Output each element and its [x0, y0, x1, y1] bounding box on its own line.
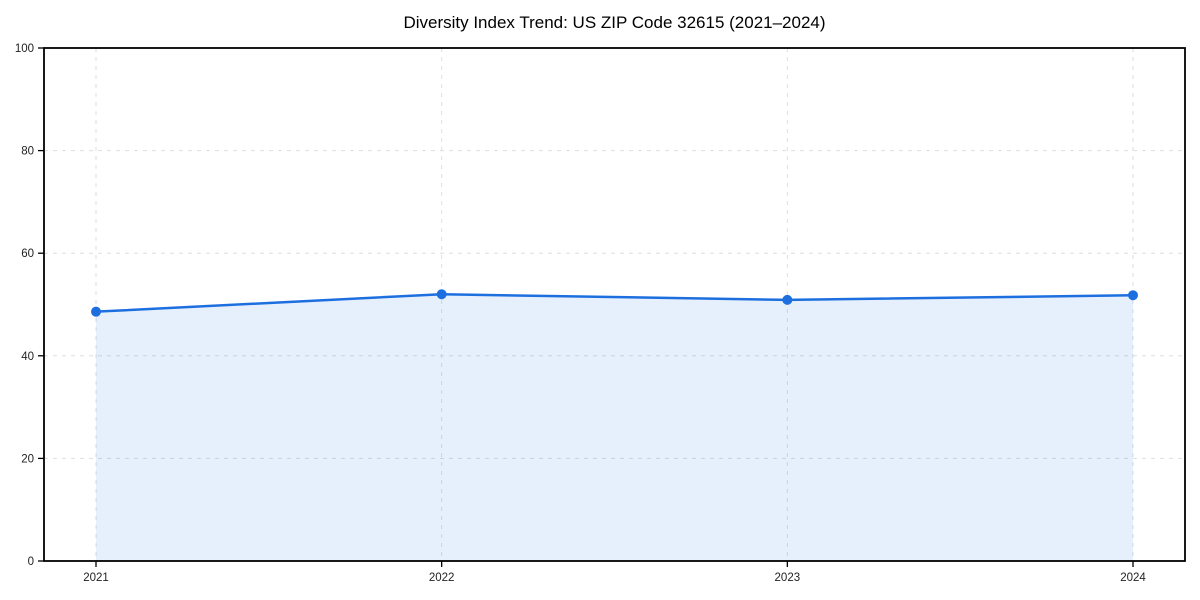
x-tick-label: 2023 [775, 572, 801, 584]
y-tick-label: 20 [21, 453, 34, 465]
y-tick-label: 40 [21, 351, 34, 363]
data-point-marker [1128, 290, 1138, 301]
data-point-marker [91, 306, 101, 317]
y-tick-label: 0 [28, 556, 34, 568]
plot-border [43, 47, 1186, 562]
x-tick-label: 2024 [1120, 572, 1146, 584]
y-tick-label: 100 [15, 43, 34, 55]
area-fill [96, 294, 1133, 561]
trend-line [94, 292, 1135, 313]
chart-title: Diversity Index Trend: US ZIP Code 32615… [403, 13, 826, 32]
data-point-marker [436, 289, 447, 300]
y-tick-label: 60 [21, 248, 34, 260]
data-point-marker [782, 294, 793, 305]
y-tick-label: 80 [21, 146, 34, 158]
x-tick-label: 2022 [429, 572, 455, 584]
x-tick-label: 2021 [83, 572, 109, 584]
